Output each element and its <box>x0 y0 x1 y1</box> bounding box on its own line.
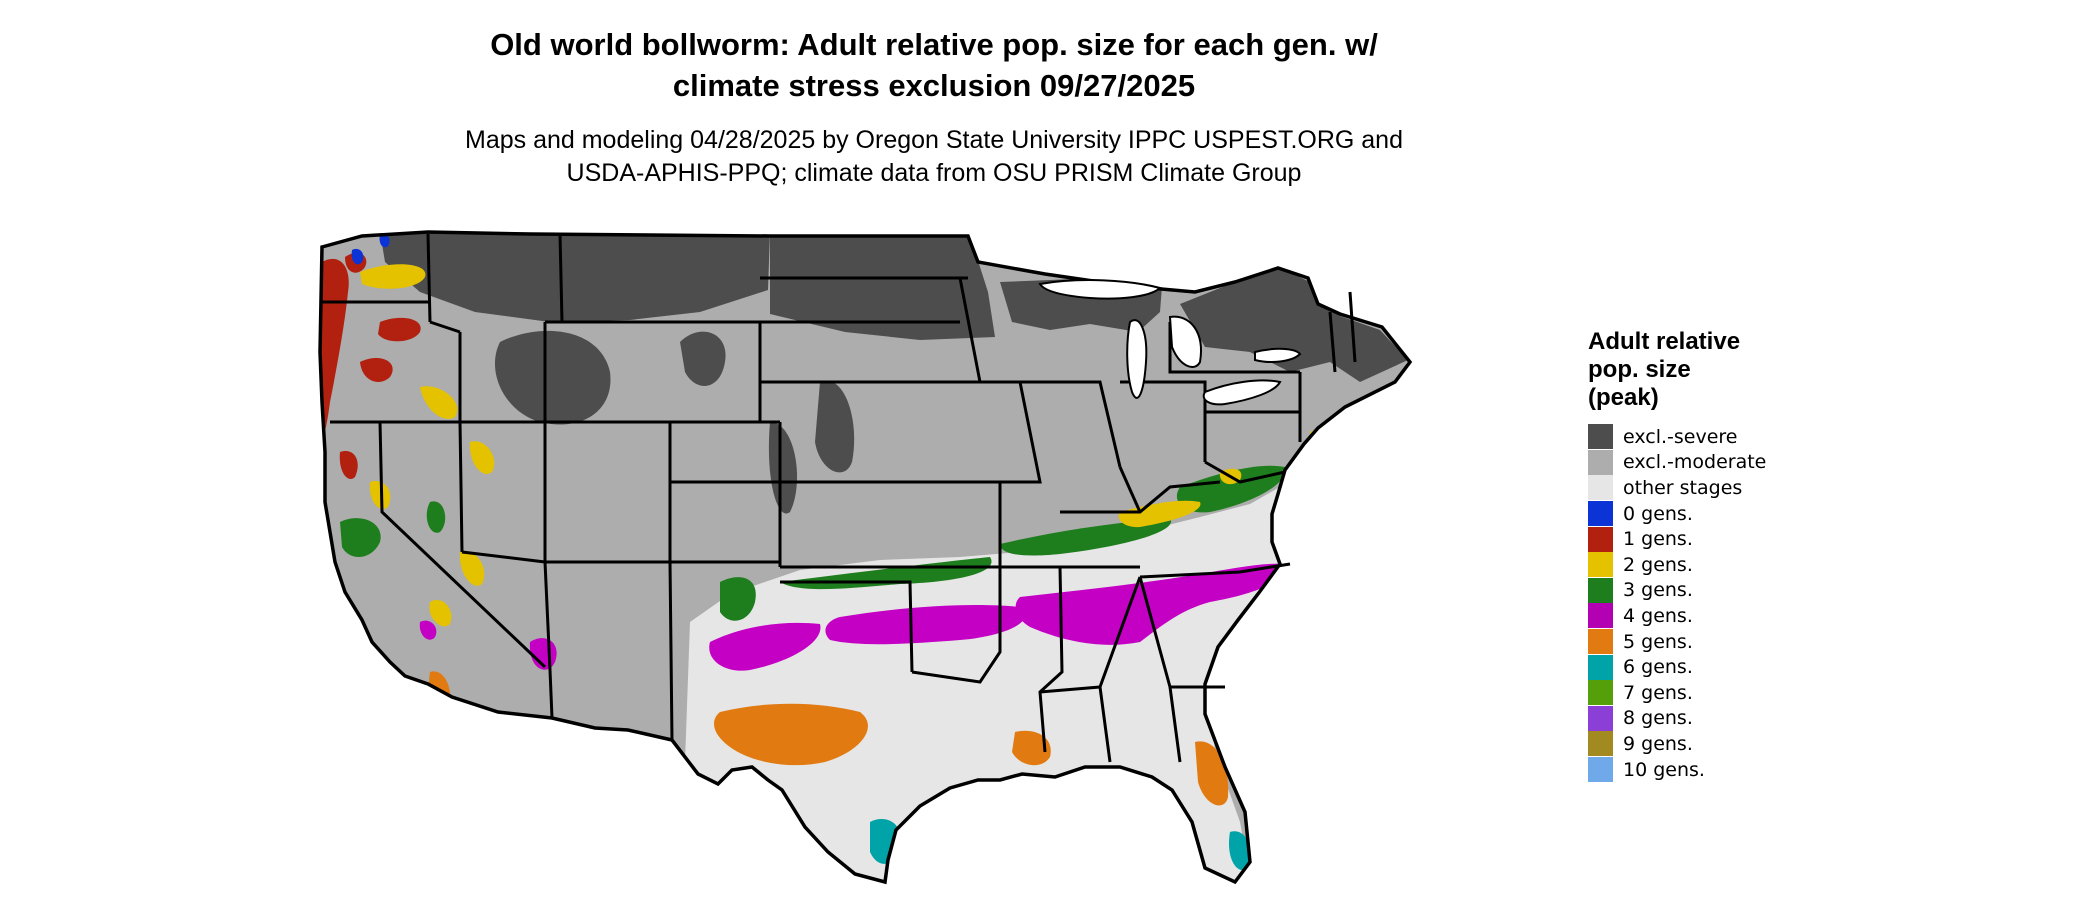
legend-item: 5 gens. <box>1588 629 1888 655</box>
gen-3-regions <box>340 465 1286 621</box>
state-boundaries <box>322 233 1357 763</box>
legend-item: 10 gens. <box>1588 757 1888 783</box>
legend-swatch <box>1588 424 1613 450</box>
legend-label: 3 gens. <box>1623 579 1693 602</box>
legend-title-line-1: Adult relative <box>1588 328 1741 355</box>
legend-swatch <box>1588 552 1613 578</box>
legend-label: 8 gens. <box>1623 707 1693 730</box>
legend-label: excl.-severe <box>1623 425 1738 448</box>
legend-item: 0 gens. <box>1588 501 1888 527</box>
legend-swatch <box>1588 603 1613 629</box>
legend-label: other stages <box>1623 476 1743 499</box>
legend-label: 0 gens. <box>1623 502 1693 525</box>
great-lakes <box>1038 279 1302 406</box>
legend-title-line-3: (peak) <box>1588 384 1659 411</box>
legend-label: excl.-moderate <box>1623 451 1767 474</box>
legend-item: 6 gens. <box>1588 654 1888 680</box>
legend-label: 7 gens. <box>1623 681 1693 704</box>
legend-item: 8 gens. <box>1588 705 1888 732</box>
legend-label: 2 gens. <box>1623 553 1693 576</box>
legend-item: excl.-severe <box>1588 424 1888 450</box>
map-subtitle: Maps and modeling 04/28/2025 by Oregon S… <box>0 124 1868 190</box>
legend-title: Adult relative pop. size (peak) <box>1588 328 1888 412</box>
legend-label: 5 gens. <box>1623 630 1693 653</box>
legend-swatch <box>1588 577 1613 603</box>
legend-swatch <box>1588 526 1613 552</box>
map-title-line-2: climate stress exclusion 09/27/2025 <box>672 68 1196 103</box>
legend-label: 6 gens. <box>1623 656 1693 679</box>
gen-4-regions <box>419 563 1290 671</box>
legend-swatch <box>1588 654 1613 680</box>
legend-swatch <box>1588 501 1613 527</box>
legend-swatch <box>1588 757 1613 783</box>
excl-severe-regions <box>380 232 1408 514</box>
legend-swatch <box>1588 731 1613 757</box>
legend-swatch <box>1588 680 1613 706</box>
legend-label: 1 gens. <box>1623 528 1693 551</box>
legend-title-line-2: pop. size <box>1588 356 1691 383</box>
legend-item: 3 gens. <box>1588 577 1888 604</box>
legend-swatch <box>1588 449 1613 475</box>
legend-label: 9 gens. <box>1623 732 1693 755</box>
map-subtitle-line-1: Maps and modeling 04/28/2025 by Oregon S… <box>465 126 1403 154</box>
legend-item: excl.-moderate <box>1588 449 1888 476</box>
legend-items: excl.-severe excl.-moderate other stages 0 … <box>1588 424 1888 783</box>
legend-swatch <box>1588 629 1613 655</box>
us-generations-map <box>318 230 1412 884</box>
gen-0-regions <box>351 233 390 265</box>
legend-item: 1 gens. <box>1588 526 1888 552</box>
map-subtitle-line-2: USDA-APHIS-PPQ; climate data from OSU PR… <box>566 159 1302 187</box>
legend-item: 4 gens. <box>1588 603 1888 629</box>
legend-item: 2 gens. <box>1588 552 1888 578</box>
legend-label: 4 gens. <box>1623 604 1693 627</box>
legend-label: 10 gens. <box>1623 758 1705 781</box>
map-title: Old world bollworm: Adult relative pop. … <box>0 24 1868 106</box>
legend-swatch <box>1588 705 1613 731</box>
legend-swatch <box>1588 475 1613 501</box>
legend-item: 7 gens. <box>1588 680 1888 706</box>
legend-item: 9 gens. <box>1588 731 1888 757</box>
map-title-line-1: Old world bollworm: Adult relative pop. … <box>490 27 1378 62</box>
legend-item: other stages <box>1588 475 1888 501</box>
legend: Adult relative pop. size (peak) excl.-se… <box>1588 328 1888 783</box>
